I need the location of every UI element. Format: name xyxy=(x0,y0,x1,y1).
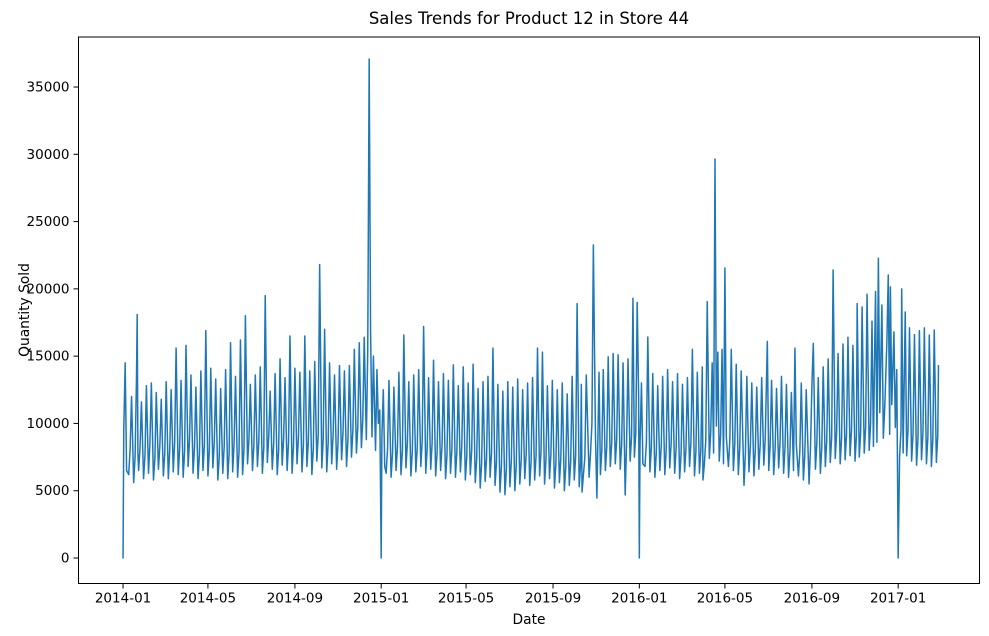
x-tick-label: 2014-05 xyxy=(180,591,236,607)
x-tick-label: 2016-01 xyxy=(611,591,667,607)
y-tick-label: 5000 xyxy=(35,483,69,499)
y-tick-label: 0 xyxy=(61,550,70,566)
y-tick-label: 15000 xyxy=(27,349,70,365)
y-tick-label: 20000 xyxy=(27,281,70,297)
x-axis-label: Date xyxy=(512,612,546,628)
y-tick-label: 35000 xyxy=(27,80,70,96)
y-tick-label: 25000 xyxy=(27,214,70,230)
y-tick-label: 30000 xyxy=(27,147,70,163)
plot-border xyxy=(78,36,980,584)
x-tick-label: 2015-01 xyxy=(353,591,409,607)
chart-title: Sales Trends for Product 12 in Store 44 xyxy=(368,9,690,28)
x-tick-label: 2014-01 xyxy=(95,591,151,607)
x-tick-label: 2015-09 xyxy=(525,591,581,607)
x-tick-label: 2014-09 xyxy=(267,591,323,607)
x-tick-label: 2017-01 xyxy=(870,591,926,607)
x-tick-label: 2016-05 xyxy=(697,591,753,607)
x-tick-label: 2016-09 xyxy=(784,591,840,607)
y-axis-label: Quantity Sold xyxy=(17,263,33,357)
y-tick-label: 10000 xyxy=(27,416,70,432)
x-tick-label: 2015-05 xyxy=(438,591,494,607)
sales-line xyxy=(122,58,940,559)
